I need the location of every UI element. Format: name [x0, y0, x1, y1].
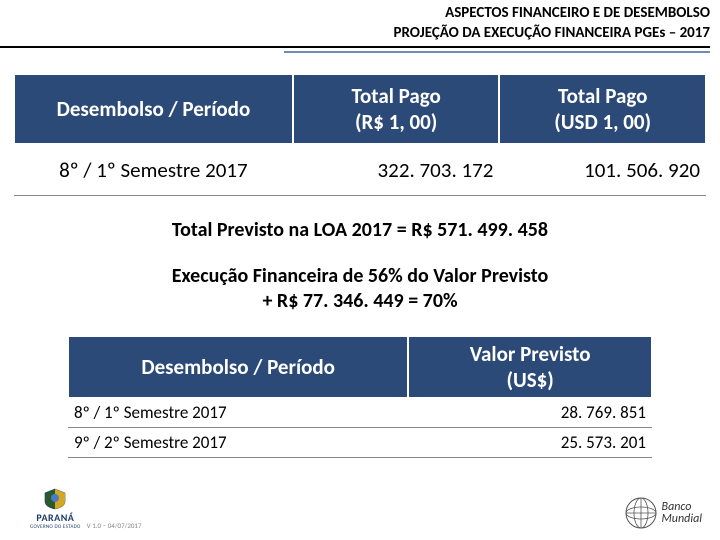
world-bank-text: Banco Mundial	[662, 501, 702, 525]
header-divider	[0, 46, 710, 54]
parana-emblem-icon	[40, 487, 70, 511]
banco-line2: Mundial	[662, 513, 702, 525]
execucao-line-a: Execução Financeira de 56% do Valor Prev…	[172, 264, 549, 288]
t1-header-2: Total Pago (USD 1, 00)	[499, 74, 706, 144]
t2-header-1: Valor Previsto (US$)	[408, 336, 652, 398]
version-label: V 1.0 – 04/07/2017	[87, 521, 142, 530]
execucao-line-b: + R$ 77. 346. 449 = 70%	[262, 289, 457, 313]
t2-header-0: Desembolso / Período	[68, 336, 408, 398]
parana-logo: PARANÁ GOVERNO DO ESTADO	[30, 487, 81, 530]
mid-summary: Total Previsto na LOA 2017 = R$ 571. 499…	[0, 218, 720, 314]
world-bank-logo: Banco Mundial	[624, 496, 702, 530]
t1-cell-0-0: 8º / 1º Semestre 2017	[14, 144, 293, 196]
parana-logo-sub: GOVERNO DO ESTADO	[30, 524, 81, 530]
parana-logo-text: PARANÁ	[36, 511, 74, 524]
disbursement-table-top: Desembolso / Período 8º / 1º Semestre 20…	[14, 74, 706, 196]
t2-cell-1-0: 9º / 2º Semestre 2017	[68, 428, 408, 457]
t1-cell-0-1: 322. 703. 172	[293, 144, 500, 196]
slide-footer: PARANÁ GOVERNO DO ESTADO V 1.0 – 04/07/2…	[0, 487, 720, 530]
t2-cell-1-1: 25. 573. 201	[408, 428, 652, 457]
header-title-1: ASPECTOS FINANCEIRO E DE DESEMBOLSO	[0, 4, 710, 22]
header-title-2: PROJEÇÃO DA EXECUÇÃO FINANCEIRA PGEs – 2…	[0, 24, 710, 42]
t1-header-1: Total Pago (R$ 1, 00)	[293, 74, 500, 144]
t2-cell-0-1: 28. 769. 851	[408, 398, 652, 427]
t1-cell-0-2: 101. 506. 920	[499, 144, 706, 196]
t1-header-0: Desembolso / Período	[14, 74, 293, 144]
total-previsto-loa: Total Previsto na LOA 2017 = R$ 571. 499…	[0, 218, 720, 242]
table-row: 8º / 1º Semestre 2017 28. 769. 851	[68, 398, 652, 428]
t2-cell-0-0: 8º / 1º Semestre 2017	[68, 398, 408, 427]
disbursement-table-bottom: Desembolso / Período Valor Previsto (US$…	[68, 336, 652, 458]
table-row: 9º / 2º Semestre 2017 25. 573. 201	[68, 428, 652, 458]
slide-header: ASPECTOS FINANCEIRO E DE DESEMBOLSO PROJ…	[0, 0, 720, 54]
execucao-financeira: Execução Financeira de 56% do Valor Prev…	[0, 264, 720, 314]
globe-icon	[624, 496, 658, 530]
